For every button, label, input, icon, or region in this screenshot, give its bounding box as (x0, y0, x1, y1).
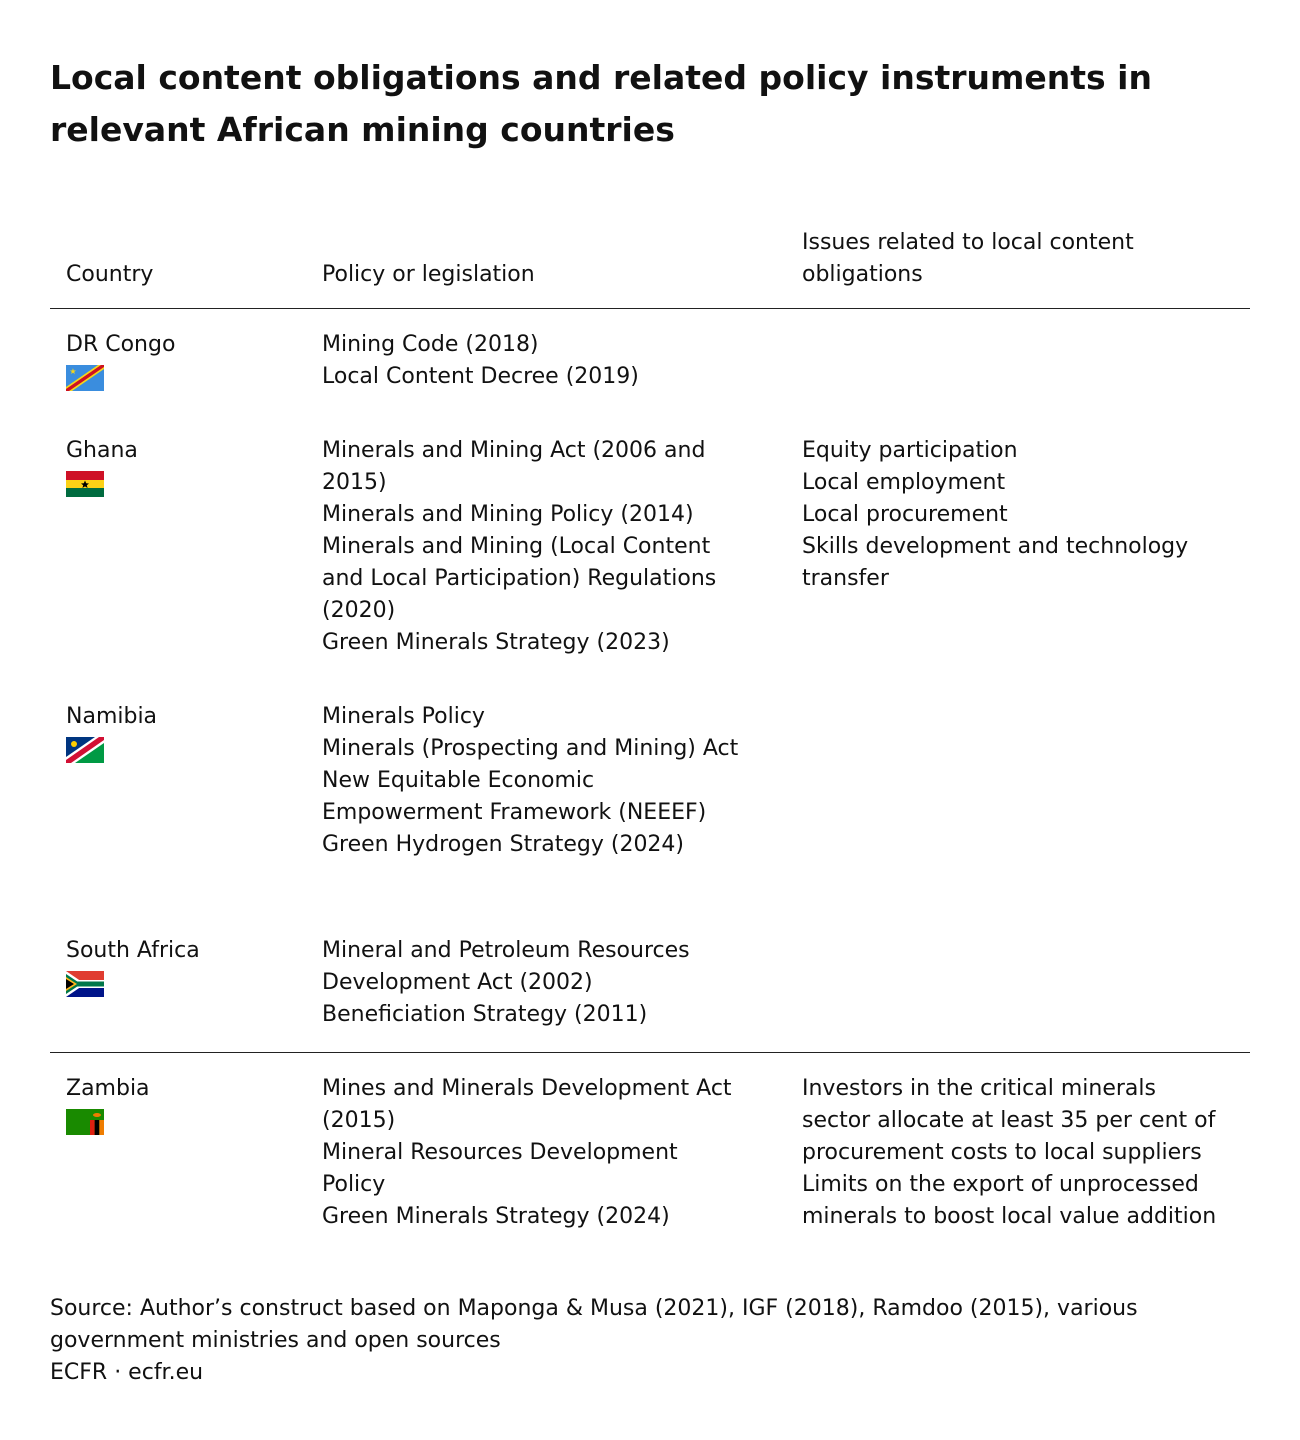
policy-list: Mineral and Petroleum Resources Developm… (322, 935, 742, 1031)
policy-item: Local Content Decree (2019) (322, 364, 639, 389)
flag (66, 971, 104, 997)
policy-item: Minerals and Mining Act (2006 and 2015) (322, 438, 706, 495)
policy-item: Minerals and Mining (Local Content and L… (322, 534, 717, 623)
flag (66, 1109, 104, 1135)
issue-item: Equity participation (802, 438, 1018, 463)
issue-item: Local employment (802, 470, 1006, 495)
policy-item: Beneficiation Strategy (2011) (322, 1002, 648, 1027)
policy-list: Minerals and Mining Act (2006 and 2015) M… (322, 435, 742, 659)
column-header: Country (66, 262, 154, 287)
country-name: South Africa (66, 938, 200, 963)
column-header: Issues related to local content obligati… (802, 230, 1134, 287)
country-name: Zambia (66, 1076, 150, 1101)
policy-item: Mineral Resources Development Policy (322, 1140, 678, 1197)
policy-list: Mines and Minerals Development Act (2015… (322, 1073, 742, 1233)
credit: ECFR · ecfr.eu (50, 1360, 204, 1385)
country-name: DR Congo (66, 332, 176, 357)
column-header: Policy or legislation (322, 262, 535, 287)
policy-list: Minerals Policy Minerals (Prospecting and… (322, 701, 742, 861)
policy-item: Minerals (Prospecting and Mining) Act (322, 736, 739, 761)
policy-item: Mines and Minerals Development Act (2015… (322, 1076, 732, 1133)
country-name: Namibia (66, 704, 158, 729)
issue-item: Investors in the critical minerals secto… (802, 1076, 1216, 1165)
policy-item: Minerals Policy (322, 704, 485, 729)
title: Local content obligations and related po… (50, 58, 1152, 149)
policy-item: Minerals and Mining Policy (2014) (322, 502, 694, 527)
header-rule (50, 308, 1250, 309)
issue-list: Equity participation Local employment Loca… (802, 435, 1222, 595)
issue-item: Skills development and technology transf… (802, 534, 1189, 591)
source: Source: Author’s construct based on Mapo… (50, 1296, 1138, 1353)
policy-item: New Equitable Economic Empowerment Frame… (322, 768, 707, 825)
country-name: Ghana (66, 438, 138, 463)
policy-item: Mining Code (2018) (322, 332, 539, 357)
policy-item: Green Minerals Strategy (2023) (322, 630, 670, 655)
flag (66, 471, 104, 497)
row-rule (50, 1052, 1250, 1053)
flag: ★ (66, 365, 104, 391)
flag (66, 737, 104, 763)
svg-text:★: ★ (69, 367, 76, 376)
issue-list: Investors in the critical minerals secto… (802, 1073, 1222, 1233)
issue-item: Local procurement (802, 502, 1008, 527)
policy-item: Mineral and Petroleum Resources Developm… (322, 938, 690, 995)
policy-item: Green Minerals Strategy (2024) (322, 1204, 670, 1229)
policy-list: Mining Code (2018) Local Content Decree (… (322, 329, 742, 393)
policy-item: Green Hydrogen Strategy (2024) (322, 832, 685, 857)
issue-item: Limits on the export of unprocessed mine… (802, 1172, 1217, 1229)
